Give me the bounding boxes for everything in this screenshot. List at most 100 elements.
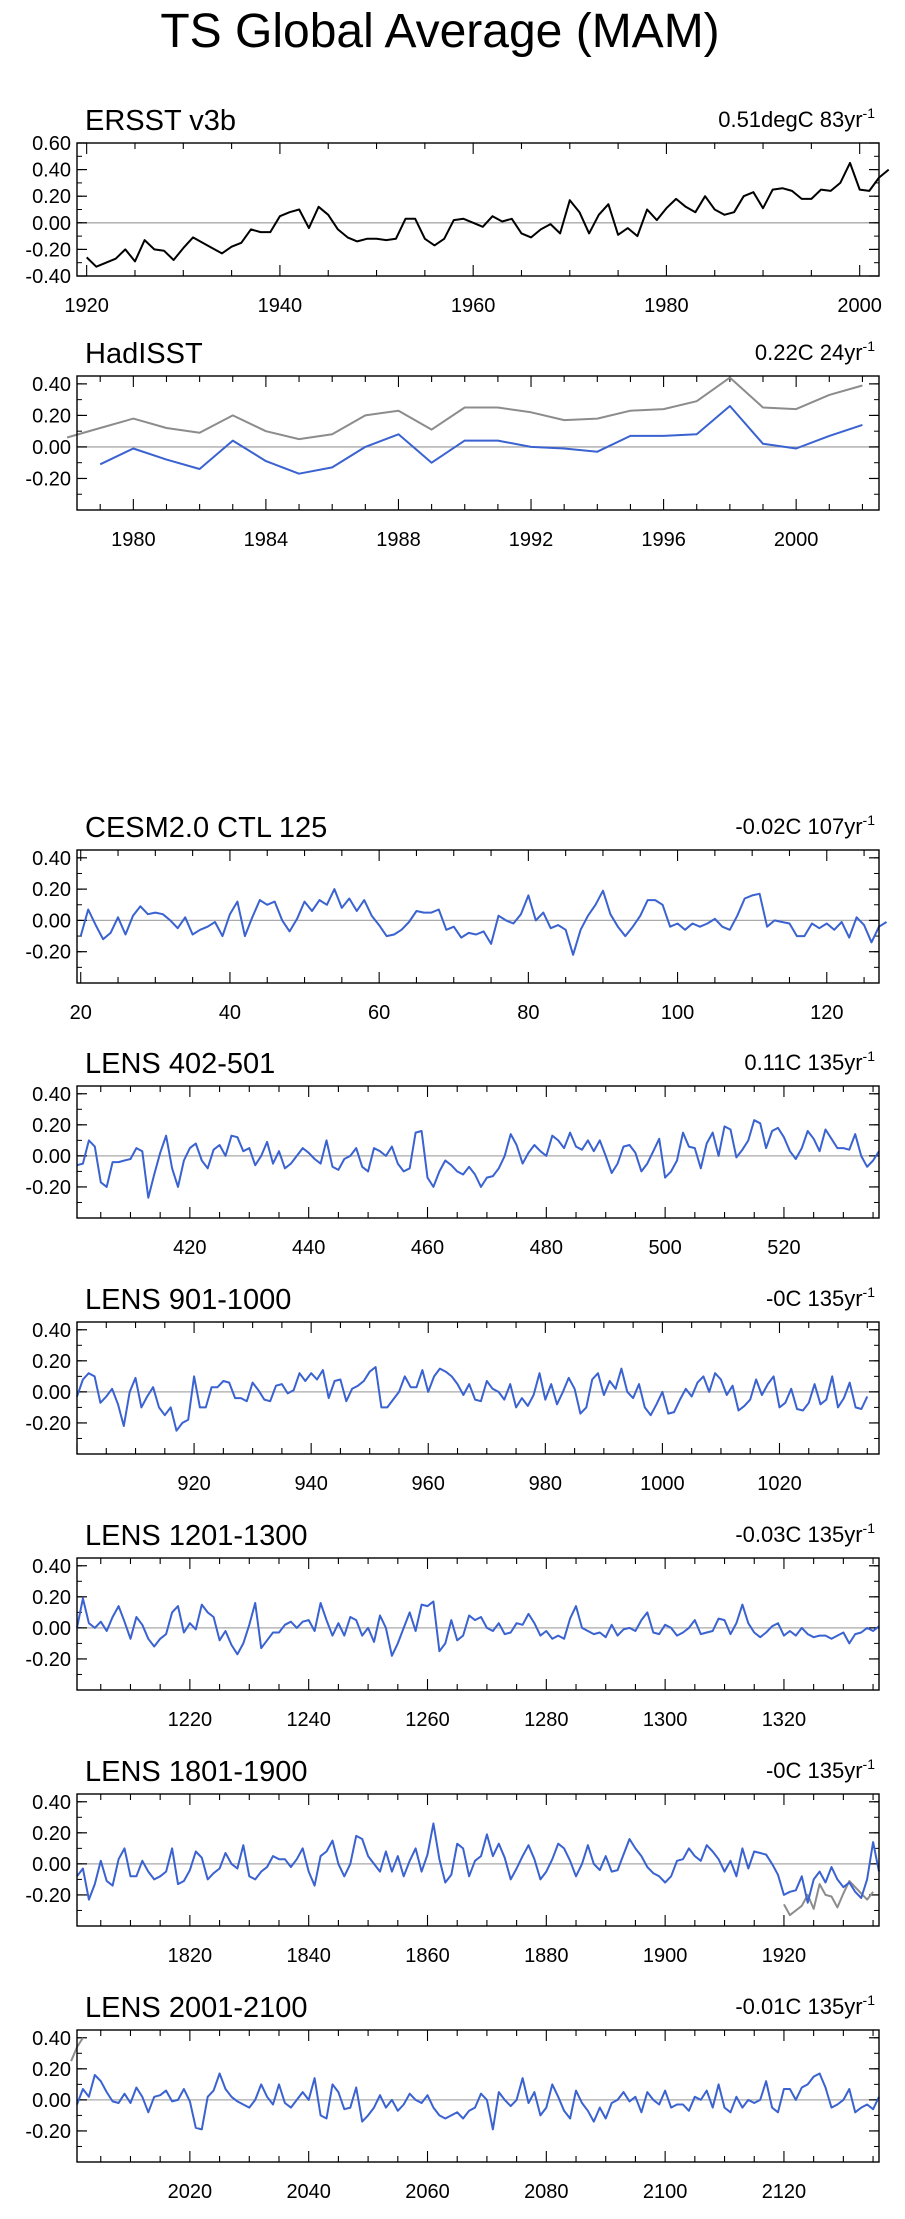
x-tick-label: 500 — [648, 1237, 681, 1259]
x-tick-label: 1960 — [451, 295, 496, 317]
stat-text: -0.03C 135yr — [735, 1522, 862, 1547]
y-tick-label: 0.00 — [32, 910, 71, 932]
y-tick-label: 0.40 — [32, 160, 71, 182]
x-tick-label: 1920 — [762, 1945, 807, 1967]
series-line — [76, 2072, 880, 2131]
x-tick-label: 460 — [411, 1237, 444, 1259]
stat-text: -0C 135yr — [766, 1286, 863, 1311]
x-tick-label: 980 — [529, 1473, 562, 1495]
y-tick-label: -0.20 — [25, 1885, 71, 1907]
x-tick-label: 2020 — [168, 2181, 213, 2203]
panel-title: LENS 2001-2100 — [85, 1992, 308, 2024]
chart-panel: HadISST 0.22C 24yr-1 -0.20 0.00 0.20 0.40 1980… — [25, 338, 880, 551]
x-tick-label: 1988 — [376, 529, 421, 551]
x-tick-label: 1820 — [168, 1945, 213, 1967]
panel-stat: 0.11C 135yr-1 — [744, 1048, 875, 1075]
stat-text: -0.01C 135yr — [735, 1994, 862, 2019]
x-tick-label: 1996 — [641, 529, 686, 551]
x-tick-label: 1860 — [405, 1945, 450, 1967]
y-tick-label: 0.40 — [32, 1320, 71, 1342]
series-line — [76, 1119, 880, 1199]
y-tick-label: -0.20 — [25, 942, 71, 964]
y-tick-label: 0.20 — [32, 1115, 71, 1137]
panel-title: LENS 901-1000 — [85, 1284, 291, 1316]
stat-exponent: -1 — [863, 338, 876, 354]
chart-panel: LENS 1801-1900 -0C 135yr-1 -0.20 0.00 0.20 0.… — [25, 1756, 880, 1967]
x-tick-label: 420 — [173, 1237, 206, 1259]
panel-stat: -0C 135yr-1 — [766, 1756, 875, 1783]
plot-frame — [76, 1321, 880, 1455]
x-tick-label: 2040 — [286, 2181, 331, 2203]
chart-panel: LENS 1201-1300 -0.03C 135yr-1 -0.20 0.00 0.2… — [25, 1520, 880, 1731]
x-tick-label: 1880 — [524, 1945, 569, 1967]
y-tick-label: 0.00 — [32, 1382, 71, 1404]
stat-exponent: -1 — [863, 105, 876, 121]
stat-exponent: -1 — [863, 1520, 876, 1536]
x-tick-label: 120 — [810, 1002, 843, 1024]
x-tick-label: 940 — [294, 1473, 327, 1495]
y-tick-label: 0.40 — [32, 1084, 71, 1106]
plot-frame — [76, 2029, 880, 2163]
x-tick-label: 2120 — [762, 2181, 807, 2203]
y-tick-label: -0.20 — [25, 1177, 71, 1199]
stat-exponent: -1 — [863, 1992, 876, 2008]
series-line — [66, 376, 863, 441]
plot-frame — [76, 849, 880, 984]
plot-frame — [76, 1557, 880, 1691]
y-tick-label: 0.20 — [32, 1823, 71, 1845]
x-tick-label: 1980 — [644, 295, 689, 317]
x-tick-label: 2000 — [774, 529, 819, 551]
y-tick-label: 0.40 — [32, 848, 71, 870]
x-tick-label: 1020 — [757, 1473, 802, 1495]
panel-stat: -0C 135yr-1 — [766, 1284, 875, 1311]
panel-title: LENS 1201-1300 — [85, 1520, 308, 1552]
y-tick-label: 0.40 — [32, 374, 71, 396]
x-tick-label: 2080 — [524, 2181, 569, 2203]
y-tick-label: 0.20 — [32, 2059, 71, 2081]
x-tick-label: 40 — [219, 1002, 241, 1024]
y-tick-label: 0.00 — [32, 437, 71, 459]
chart-panel: CESM2.0 CTL 125 -0.02C 107yr-1 -0.20 0.00 0.… — [25, 812, 888, 1024]
series-line — [99, 405, 863, 475]
chart-panel: LENS 901-1000 -0C 135yr-1 -0.20 0.00 0.20 0.4… — [25, 1284, 880, 1495]
panel-title: HadISST — [85, 338, 203, 370]
y-tick-label: -0.20 — [25, 1413, 71, 1435]
y-tick-label: 0.20 — [32, 186, 71, 208]
y-tick-label: 0.40 — [32, 1556, 71, 1578]
stat-text: 0.51degC 83yr — [718, 107, 862, 132]
y-tick-label: -0.20 — [25, 239, 71, 261]
series-line — [76, 1597, 880, 1657]
x-tick-label: 80 — [517, 1002, 539, 1024]
x-tick-label: 1920 — [64, 295, 109, 317]
chart-panel: LENS 402-501 0.11C 135yr-1 -0.20 0.00 0.20 0.… — [25, 1048, 880, 1259]
y-tick-label: 0.20 — [32, 405, 71, 427]
stat-exponent: -1 — [863, 1756, 876, 1772]
y-tick-label: 0.00 — [32, 2090, 71, 2112]
series-line — [76, 1822, 880, 1904]
x-tick-label: 480 — [530, 1237, 563, 1259]
y-tick-label: 0.00 — [32, 1618, 71, 1640]
page-title: TS Global Average (MAM) — [160, 5, 720, 58]
x-tick-label: 960 — [412, 1473, 445, 1495]
x-tick-label: 20 — [70, 1002, 92, 1024]
series-line — [86, 161, 890, 268]
y-tick-label: 0.20 — [32, 1587, 71, 1609]
y-tick-label: -0.20 — [25, 2121, 71, 2143]
x-tick-label: 100 — [661, 1002, 694, 1024]
y-tick-label: -0.20 — [25, 468, 71, 490]
y-tick-label: -0.20 — [25, 1649, 71, 1671]
stat-text: 0.22C 24yr — [755, 340, 863, 365]
x-tick-label: 440 — [292, 1237, 325, 1259]
x-tick-label: 2100 — [643, 2181, 688, 2203]
x-tick-label: 2000 — [837, 295, 882, 317]
plot-frame — [76, 375, 880, 511]
series-line — [783, 1880, 874, 1917]
stat-text: -0C 135yr — [766, 1758, 863, 1783]
plot-frame — [76, 1793, 880, 1927]
panel-stat: 0.22C 24yr-1 — [755, 338, 875, 365]
series-line — [76, 1366, 869, 1432]
y-tick-label: 0.20 — [32, 879, 71, 901]
y-tick-label: 0.40 — [32, 2028, 71, 2050]
stat-text: 0.11C 135yr — [744, 1050, 862, 1075]
